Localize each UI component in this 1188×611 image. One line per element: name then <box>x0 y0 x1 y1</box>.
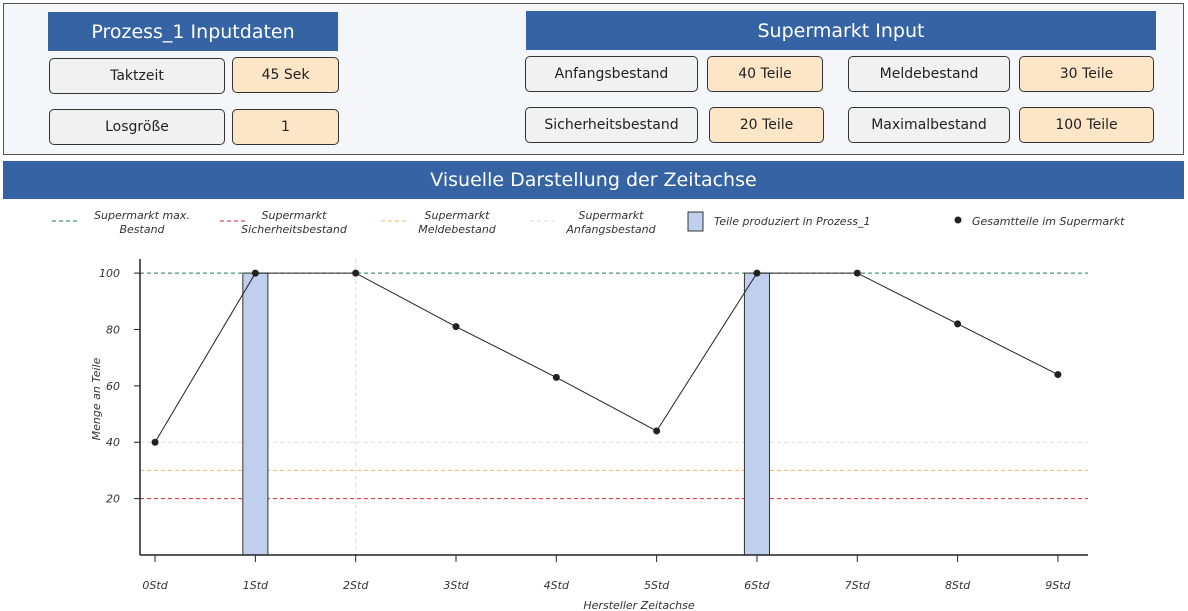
anfangsbestand-value: 40 Teile <box>707 56 823 92</box>
y-tick-label: 60 <box>106 380 120 393</box>
data-point <box>552 373 560 381</box>
data-point <box>151 438 159 446</box>
legend-label: Supermarkt <box>425 209 491 222</box>
legend-label: Meldebestand <box>418 223 497 236</box>
legend-label: Gesamtteile im Supermarkt <box>972 215 1125 228</box>
x-tick-label: 3Std <box>443 579 469 592</box>
plot-area: 20 40 60 80 100 0Std 1Std 2Std 3Std 4Std 5Std 6Std 7… <box>90 259 1088 611</box>
sicherheitsbestand-label: Sicherheitsbestand <box>525 107 698 143</box>
data-point <box>653 427 661 435</box>
y-tick-label: 40 <box>106 436 120 449</box>
data-point <box>954 320 962 328</box>
x-tick-label: 1Std <box>243 579 269 592</box>
data-point <box>1054 371 1062 379</box>
meldebestand-value: 30 Teile <box>1019 56 1154 92</box>
y-axis-title: Menge an Teile <box>90 357 103 440</box>
x-axis-title: Hersteller Zeitachse <box>583 599 694 611</box>
maximalbestand-value: 100 Teile <box>1019 107 1154 143</box>
sicherheitsbestand-value: 20 Teile <box>709 107 824 143</box>
x-tick-label: 5Std <box>644 579 670 592</box>
legend-label: Sicherheitsbestand <box>241 223 348 236</box>
x-tick-label: 7Std <box>845 579 871 592</box>
x-tick-label: 4Std <box>544 579 570 592</box>
legend-swatch <box>954 216 962 224</box>
chart-title: Visuelle Darstellung der Zeitachse <box>3 161 1184 199</box>
data-point <box>452 323 460 331</box>
legend-label: Bestand <box>119 223 165 236</box>
y-tick-label: 80 <box>106 323 120 336</box>
data-point <box>853 269 861 277</box>
supermarket-panel-title: Supermarkt Input <box>526 11 1156 50</box>
meldebestand-label: Meldebestand <box>848 56 1010 92</box>
production-bar <box>242 272 269 556</box>
legend-item: Gesamtteile im Supermarkt <box>954 215 1125 228</box>
data-point <box>352 269 360 277</box>
legend-label: Anfangsbestand <box>565 223 656 236</box>
legend-label: Teile produziert in Prozess_1 <box>714 215 871 228</box>
legend-item: Supermarkt max.Bestand <box>52 209 190 236</box>
legend-label: Supermarkt <box>579 209 645 222</box>
taktzeit-label: Taktzeit <box>49 58 225 94</box>
taktzeit-value: 45 Sek <box>232 57 339 93</box>
x-tick-label: 0Std <box>142 579 168 592</box>
legend-label: Supermarkt <box>262 209 328 222</box>
data-point <box>753 269 761 277</box>
legend-swatch <box>687 211 704 232</box>
timeline-chart: Supermarkt max.BestandSupermarktSicherhe… <box>52 209 1125 611</box>
series-line <box>154 272 1059 443</box>
process-panel-title: Prozess_1 Inputdaten <box>48 12 338 51</box>
production-bar <box>743 272 770 556</box>
x-tick-label: 8Std <box>945 579 971 592</box>
maximalbestand-label: Maximalbestand <box>848 107 1010 143</box>
chart-legend: Supermarkt max.BestandSupermarktSicherhe… <box>52 209 1125 236</box>
anfangsbestand-label: Anfangsbestand <box>525 56 698 92</box>
x-tick-label: 2Std <box>343 579 369 592</box>
legend-item: Teile produziert in Prozess_1 <box>687 211 871 232</box>
losgroesse-value: 1 <box>232 109 339 145</box>
y-tick-label: 20 <box>106 493 120 506</box>
losgroesse-label: Losgröße <box>49 109 225 145</box>
x-tick-label: 9Std <box>1045 579 1071 592</box>
data-point <box>251 269 259 277</box>
x-tick-label: 6Std <box>744 579 770 592</box>
legend-label: Supermarkt max. <box>94 209 190 222</box>
y-tick-label: 100 <box>99 267 120 280</box>
